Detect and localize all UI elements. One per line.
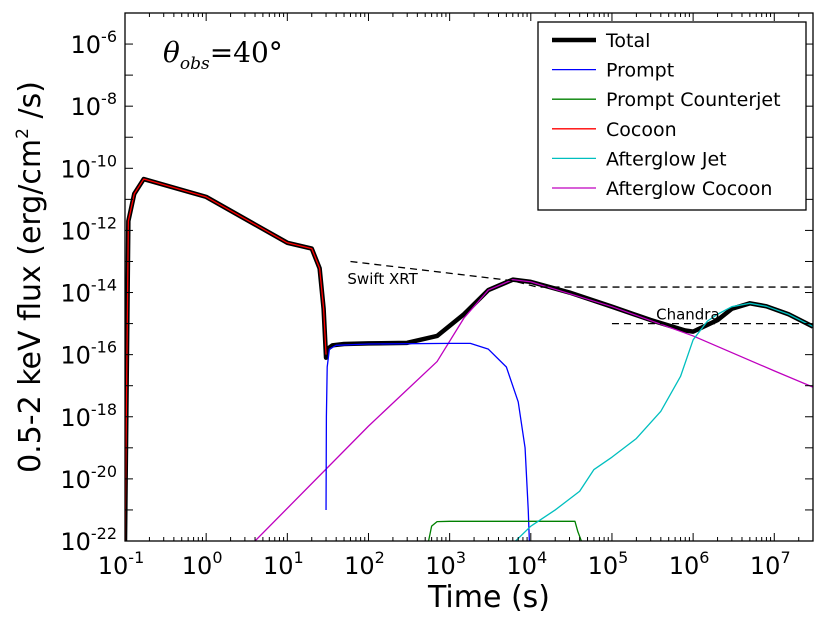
x-axis-label: Time (s) — [427, 580, 550, 615]
x-tick-label: 106 — [669, 548, 710, 580]
y-axis-label: 0.5-2 keV flux (erg/cm2 /s) — [13, 81, 48, 473]
y-tick-label: 10-20 — [60, 462, 117, 494]
x-tick-label: 100 — [182, 548, 223, 580]
legend-label: Total — [605, 30, 650, 52]
x-tick-label: 104 — [506, 548, 547, 580]
series-line-cocoon — [125, 179, 326, 541]
series-line-afterglow-cocoon — [255, 280, 813, 541]
x-tick-label: 105 — [588, 548, 629, 580]
legend-label: Afterglow Jet — [606, 148, 727, 170]
series-line-total — [125, 179, 813, 541]
x-tick-label: 107 — [750, 548, 791, 580]
legend-label: Cocoon — [606, 119, 677, 141]
y-tick-label: 10-6 — [71, 27, 118, 59]
observer-angle-annotation: θobs=40° — [163, 36, 283, 74]
y-tick-label: 10-12 — [60, 213, 117, 245]
y-tick-label: 10-8 — [71, 89, 118, 121]
legend-label: Prompt — [606, 60, 674, 82]
y-tick-label: 10-16 — [60, 338, 117, 370]
y-tick-label: 10-10 — [60, 151, 117, 183]
series-line-afterglow-jet — [516, 303, 813, 541]
legend: Total Prompt Prompt Counterjet Cocoon Afterg… — [538, 22, 806, 210]
y-tick-label: 10-14 — [60, 276, 117, 308]
series-line-prompt — [326, 343, 529, 541]
y-tick-label: 10-18 — [60, 400, 117, 432]
x-tick-label: 101 — [263, 548, 304, 580]
sensitivity-label: Chandra — [656, 306, 720, 324]
x-tick-label: 10-1 — [98, 548, 145, 580]
sensitivity-label: Swift XRT — [347, 270, 418, 288]
x-tick-label: 103 — [425, 548, 466, 580]
legend-label: Afterglow Cocoon — [606, 178, 772, 200]
x-tick-label: 102 — [344, 548, 385, 580]
series-line-prompt-counterjet — [429, 521, 582, 541]
sensitivity-line-swift-xrt — [350, 261, 813, 287]
legend-label: Prompt Counterjet — [606, 89, 781, 111]
